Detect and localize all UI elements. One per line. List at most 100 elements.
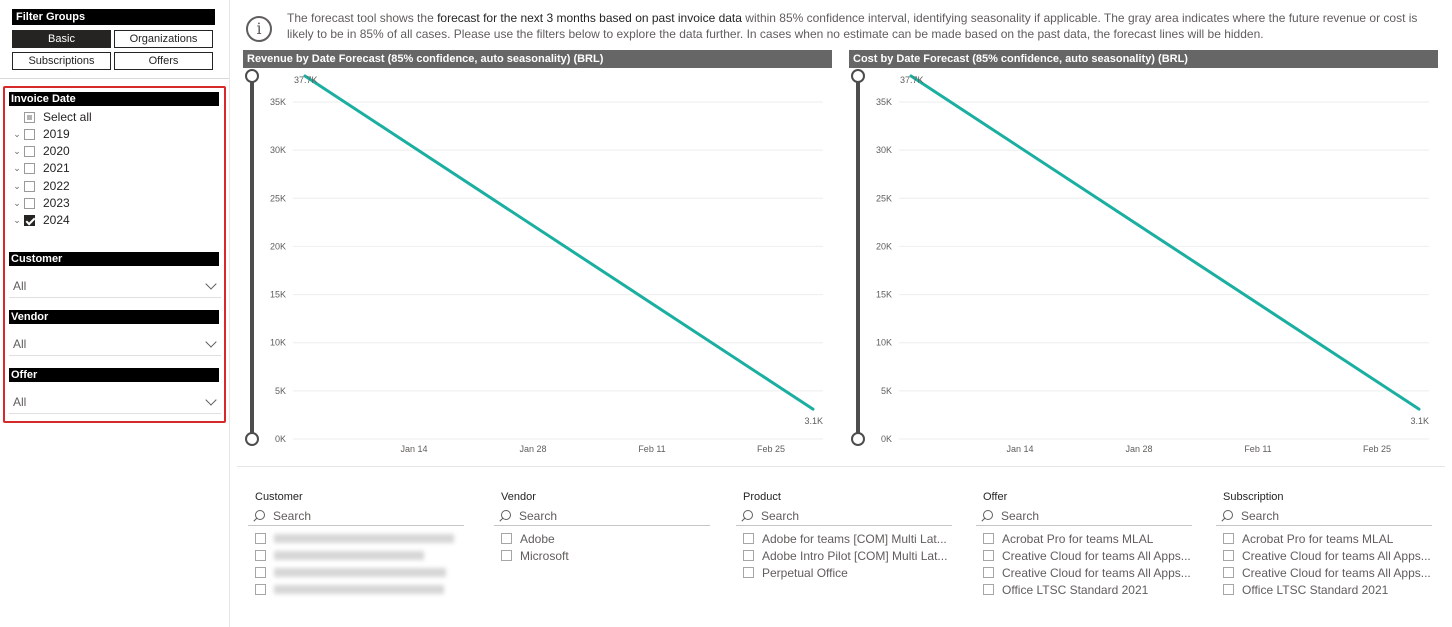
year-checkbox[interactable]: [24, 197, 35, 209]
list-item[interactable]: [248, 564, 464, 581]
item-checkbox[interactable]: [255, 584, 266, 595]
list-item[interactable]: Adobe Intro Pilot [COM] Multi Lat...: [736, 547, 952, 564]
chevron-down-icon[interactable]: ⌄: [13, 180, 21, 191]
item-checkbox[interactable]: [255, 550, 266, 561]
list-item[interactable]: Perpetual Office: [736, 564, 952, 581]
list-item[interactable]: Acrobat Pro for teams MLAL: [1216, 530, 1432, 547]
redacted-text: [274, 585, 444, 594]
item-checkbox[interactable]: [255, 533, 266, 544]
item-checkbox[interactable]: [1223, 550, 1234, 561]
year-checkbox[interactable]: [24, 180, 35, 192]
customer-search-input[interactable]: Search: [248, 507, 464, 526]
vendor-slicer: Vendor Search Adobe Microsoft: [494, 490, 710, 564]
item-checkbox[interactable]: [983, 533, 994, 544]
year-checkbox[interactable]: [24, 145, 35, 157]
filters-highlight-box: Invoice Date Select all ⌄ 2019 ⌄ 2020 ⌄ …: [3, 86, 226, 423]
x-tick-label: Feb 11: [638, 444, 665, 454]
list-item[interactable]: Office LTSC Standard 2021: [976, 581, 1192, 598]
item-checkbox[interactable]: [983, 550, 994, 561]
item-checkbox[interactable]: [255, 567, 266, 578]
item-checkbox[interactable]: [743, 550, 754, 561]
customer-dropdown-value: All: [13, 278, 27, 293]
year-row-2024[interactable]: ⌄ 2024: [10, 212, 69, 228]
chevron-down-icon[interactable]: ⌄: [13, 145, 21, 156]
year-checkbox-checked[interactable]: [24, 214, 35, 226]
info-text: The forecast tool shows the forecast for…: [287, 11, 1418, 41]
item-checkbox[interactable]: [743, 533, 754, 544]
subscriptions-button[interactable]: Subscriptions: [12, 52, 111, 70]
item-checkbox[interactable]: [983, 567, 994, 578]
offer-dropdown-value: All: [13, 394, 27, 409]
year-row-2021[interactable]: ⌄ 2021: [10, 160, 69, 176]
vendor-slicer-title: Vendor: [501, 491, 536, 503]
list-item[interactable]: Acrobat Pro for teams MLAL: [976, 530, 1192, 547]
offer-search-input[interactable]: Search: [976, 507, 1192, 526]
list-item[interactable]: Creative Cloud for teams All Apps...: [976, 547, 1192, 564]
year-checkbox[interactable]: [24, 128, 35, 140]
y-tick-label: 10K: [270, 338, 286, 348]
item-checkbox[interactable]: [743, 567, 754, 578]
item-checkbox[interactable]: [1223, 567, 1234, 578]
vendor-filter-title: Vendor: [9, 310, 219, 324]
chevron-down-icon[interactable]: ⌄: [13, 162, 21, 173]
list-item[interactable]: Creative Cloud for teams All Apps...: [976, 564, 1192, 581]
list-item[interactable]: Creative Cloud for teams All Apps...: [1216, 564, 1432, 581]
year-row-2022[interactable]: ⌄ 2022: [10, 178, 69, 194]
revenue-forecast-chart[interactable]: 0K 5K 10K 15K 20K 25K 30K 35K Jan 14 Jan 28 Feb 11…: [243, 68, 833, 460]
list-item[interactable]: Creative Cloud for teams All Apps...: [1216, 547, 1432, 564]
forecast-line[interactable]: [303, 74, 815, 411]
year-row-2020[interactable]: ⌄ 2020: [10, 143, 69, 159]
offers-button[interactable]: Offers: [114, 52, 213, 70]
product-slicer-title: Product: [743, 491, 781, 503]
list-item[interactable]: [248, 530, 464, 547]
chevron-down-icon[interactable]: ⌄: [13, 214, 21, 225]
item-label: Creative Cloud for teams All Apps...: [1242, 548, 1431, 563]
chevron-down-icon[interactable]: ⌄: [13, 128, 21, 139]
item-label: Creative Cloud for teams All Apps...: [1002, 565, 1191, 580]
select-all-row[interactable]: Select all: [10, 109, 92, 125]
subscription-slicer-title: Subscription: [1223, 491, 1284, 503]
vendor-dropdown[interactable]: All: [9, 332, 221, 356]
item-label: Office LTSC Standard 2021: [1242, 582, 1389, 597]
filter-groups-title: Filter Groups: [12, 9, 215, 25]
list-item[interactable]: Office LTSC Standard 2021: [1216, 581, 1432, 598]
range-slider-handle-bottom[interactable]: [851, 432, 865, 446]
subscription-search-input[interactable]: Search: [1216, 507, 1432, 526]
search-icon: [499, 510, 511, 522]
y-tick-label: 0K: [881, 434, 892, 444]
list-item[interactable]: Adobe: [494, 530, 710, 547]
item-label: Microsoft: [520, 548, 569, 563]
offer-dropdown[interactable]: All: [9, 390, 221, 414]
item-checkbox[interactable]: [983, 584, 994, 595]
item-label: Creative Cloud for teams All Apps...: [1242, 565, 1431, 580]
basic-button[interactable]: Basic: [12, 30, 111, 48]
customer-dropdown[interactable]: All: [9, 274, 221, 298]
item-checkbox[interactable]: [1223, 533, 1234, 544]
year-row-2023[interactable]: ⌄ 2023: [10, 195, 69, 211]
chevron-down-icon: [205, 280, 217, 292]
product-search-input[interactable]: Search: [736, 507, 952, 526]
range-slider-handle-top[interactable]: [245, 69, 259, 83]
list-item[interactable]: [248, 547, 464, 564]
year-checkbox[interactable]: [24, 162, 35, 174]
item-checkbox[interactable]: [501, 550, 512, 561]
divider: [237, 466, 1445, 467]
list-item[interactable]: Adobe for teams [COM] Multi Lat...: [736, 530, 952, 547]
chevron-down-icon[interactable]: ⌄: [13, 197, 21, 208]
x-tick-label: Feb 25: [757, 444, 785, 454]
range-slider-handle-top[interactable]: [851, 69, 865, 83]
revenue-chart-title: Revenue by Date Forecast (85% confidence…: [243, 50, 832, 68]
item-checkbox[interactable]: [501, 533, 512, 544]
range-slider-handle-bottom[interactable]: [245, 432, 259, 446]
vendor-search-input[interactable]: Search: [494, 507, 710, 526]
offer-slicer-title: Offer: [983, 491, 1008, 503]
forecast-line[interactable]: [909, 74, 1421, 411]
list-item[interactable]: Microsoft: [494, 547, 710, 564]
list-item[interactable]: [248, 581, 464, 598]
search-icon: [981, 510, 993, 522]
item-checkbox[interactable]: [1223, 584, 1234, 595]
organizations-button[interactable]: Organizations: [114, 30, 213, 48]
year-row-2019[interactable]: ⌄ 2019: [10, 126, 69, 142]
select-all-checkbox[interactable]: [24, 111, 35, 123]
cost-forecast-chart[interactable]: 0K 5K 10K 15K 20K 25K 30K 35K Jan 14 Jan 28 Feb 11…: [849, 68, 1439, 460]
